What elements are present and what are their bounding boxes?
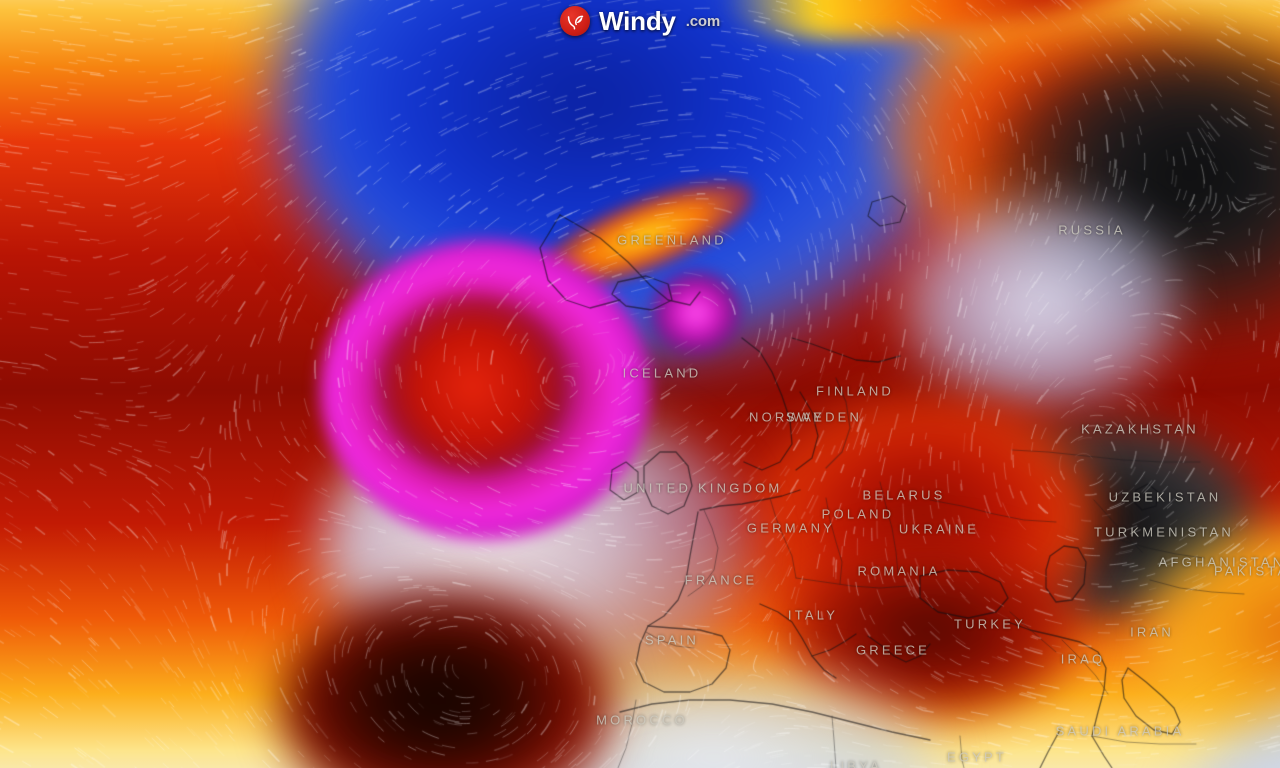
windy-brand-logo[interactable]: Windy .com [560, 6, 720, 36]
windy-leaf-icon [560, 6, 591, 36]
brand-name: Windy [599, 6, 676, 36]
brand-tld: .com [685, 12, 720, 30]
